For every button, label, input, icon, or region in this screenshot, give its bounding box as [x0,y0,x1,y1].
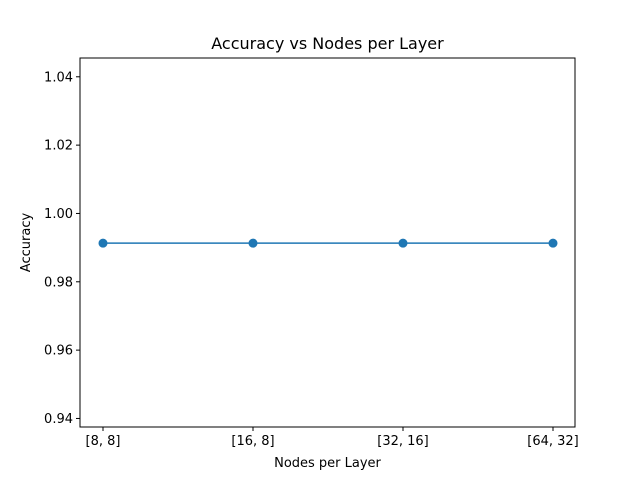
x-tick-label: [16, 8] [231,434,274,449]
y-tick-label: 0.96 [44,344,73,359]
data-point [248,238,258,248]
x-tick-label: [8, 8] [86,434,121,449]
x-axis: [8, 8] [16, 8] [32, 16] [64, 32] [86,427,579,449]
x-tick-label: [64, 32] [527,434,579,449]
x-tick-label: [32, 16] [377,434,429,449]
series-layer [98,238,558,248]
y-tick-label: 1.02 [44,139,73,154]
y-tick-label: 1.04 [44,70,73,85]
chart-title: Accuracy vs Nodes per Layer [211,34,444,53]
y-tick-label: 1.00 [44,207,73,222]
data-point [398,238,408,248]
x-axis-title: Nodes per Layer [274,456,381,471]
y-axis-title: Accuracy [19,213,34,273]
data-point [548,238,558,248]
data-point [98,238,108,248]
plot-frame [79,57,576,428]
y-axis: 0.94 0.96 0.98 1.00 1.02 1.04 [44,70,80,427]
y-tick-label: 0.98 [44,275,73,290]
y-tick-label: 0.94 [44,412,73,427]
